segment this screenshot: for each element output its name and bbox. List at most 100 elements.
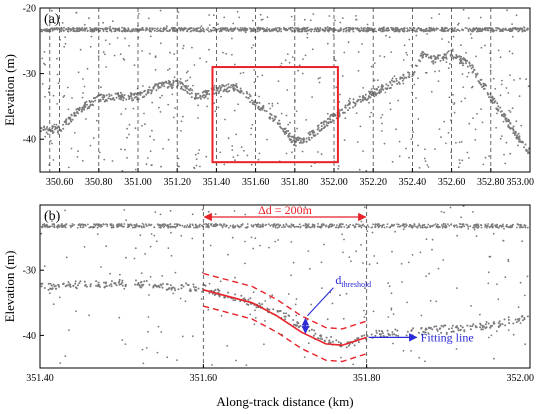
- noise-point: [334, 59, 337, 62]
- photon-point: [242, 92, 245, 95]
- photon-point: [458, 225, 461, 228]
- noise-point: [383, 26, 385, 29]
- photon-point: [106, 225, 109, 228]
- photon-point: [436, 329, 439, 332]
- photon-point: [474, 75, 477, 78]
- photon-point: [427, 56, 430, 59]
- noise-point: [309, 19, 312, 22]
- photon-point: [384, 87, 387, 90]
- photon-point: [370, 93, 373, 96]
- photon-point: [58, 225, 61, 228]
- noise-point: [89, 144, 92, 147]
- photon-point: [84, 223, 86, 226]
- photon-point: [104, 27, 107, 30]
- noise-point: [44, 63, 46, 66]
- photon-point: [215, 225, 218, 227]
- photon-point: [391, 223, 393, 226]
- photon-point: [316, 125, 319, 127]
- noise-point: [278, 226, 281, 228]
- photon-point: [219, 87, 222, 90]
- noise-point: [75, 11, 78, 14]
- panel-a-frame: [39, 7, 531, 173]
- photon-point: [47, 129, 50, 132]
- photon-point: [479, 326, 482, 329]
- noise-point: [240, 146, 243, 149]
- photon-point: [319, 225, 322, 228]
- photon-point: [169, 81, 172, 83]
- photon-point: [374, 92, 376, 95]
- noise-point: [489, 69, 492, 72]
- photon-point: [393, 333, 396, 336]
- photon-point: [403, 226, 406, 229]
- noise-point: [250, 46, 253, 49]
- photon-point: [321, 28, 324, 31]
- photon-point: [70, 225, 73, 227]
- photon-point: [219, 224, 221, 226]
- noise-point: [219, 280, 222, 283]
- photon-point: [154, 27, 156, 30]
- noise-point: [401, 281, 403, 283]
- photon-point: [212, 225, 215, 228]
- photon-point: [446, 51, 449, 54]
- photon-point: [443, 27, 446, 30]
- photon-point: [463, 330, 466, 333]
- noise-point: [167, 69, 169, 71]
- photon-point: [81, 107, 84, 110]
- photon-point: [60, 130, 63, 132]
- photon-point: [75, 108, 78, 111]
- photon-point: [62, 282, 65, 285]
- noise-point: [85, 118, 87, 120]
- noise-point: [447, 132, 450, 134]
- noise-point: [417, 118, 420, 120]
- noise-point: [41, 57, 44, 60]
- photon-point: [354, 104, 357, 107]
- photon-point: [328, 27, 331, 30]
- photon-point: [141, 96, 144, 99]
- photon-point: [285, 223, 288, 226]
- noise-point: [457, 23, 459, 26]
- photon-point: [473, 69, 476, 72]
- photon-point: [250, 224, 253, 227]
- noise-point: [497, 49, 500, 52]
- photon-point: [121, 26, 123, 29]
- photon-point: [119, 224, 122, 227]
- photon-point: [421, 225, 424, 228]
- noise-point: [70, 28, 73, 31]
- noise-point: [56, 73, 59, 76]
- noise-point: [495, 126, 497, 129]
- photon-point: [436, 223, 439, 226]
- photon-point: [236, 28, 239, 31]
- photon-point: [305, 225, 308, 228]
- photon-point: [497, 226, 500, 229]
- photon-point: [272, 308, 275, 311]
- noise-point: [339, 21, 342, 24]
- photon-point: [360, 100, 362, 103]
- photon-point: [379, 224, 381, 227]
- photon-point: [295, 225, 298, 228]
- photon-point: [305, 223, 307, 225]
- photon-point: [228, 226, 230, 229]
- noise-point: [120, 113, 123, 115]
- noise-point: [184, 80, 187, 82]
- photon-point: [75, 111, 78, 114]
- photon-point: [232, 224, 235, 227]
- photon-point: [194, 94, 197, 97]
- noise-point: [509, 74, 511, 76]
- photon-point: [281, 226, 283, 229]
- noise-point: [326, 112, 329, 115]
- photon-point: [509, 226, 512, 229]
- photon-point: [312, 223, 315, 226]
- photon-point: [393, 30, 396, 33]
- photon-point: [266, 29, 268, 32]
- photon-point: [364, 93, 367, 96]
- photon-point: [52, 125, 55, 128]
- photon-point: [187, 284, 190, 286]
- photon-point: [378, 329, 381, 332]
- photon-point: [52, 283, 55, 286]
- noise-point: [508, 50, 511, 53]
- noise-point: [499, 56, 502, 59]
- panel-b-grid: [202, 205, 368, 368]
- photon-point: [82, 223, 85, 226]
- photon-point: [119, 91, 122, 94]
- photon-point: [516, 223, 519, 225]
